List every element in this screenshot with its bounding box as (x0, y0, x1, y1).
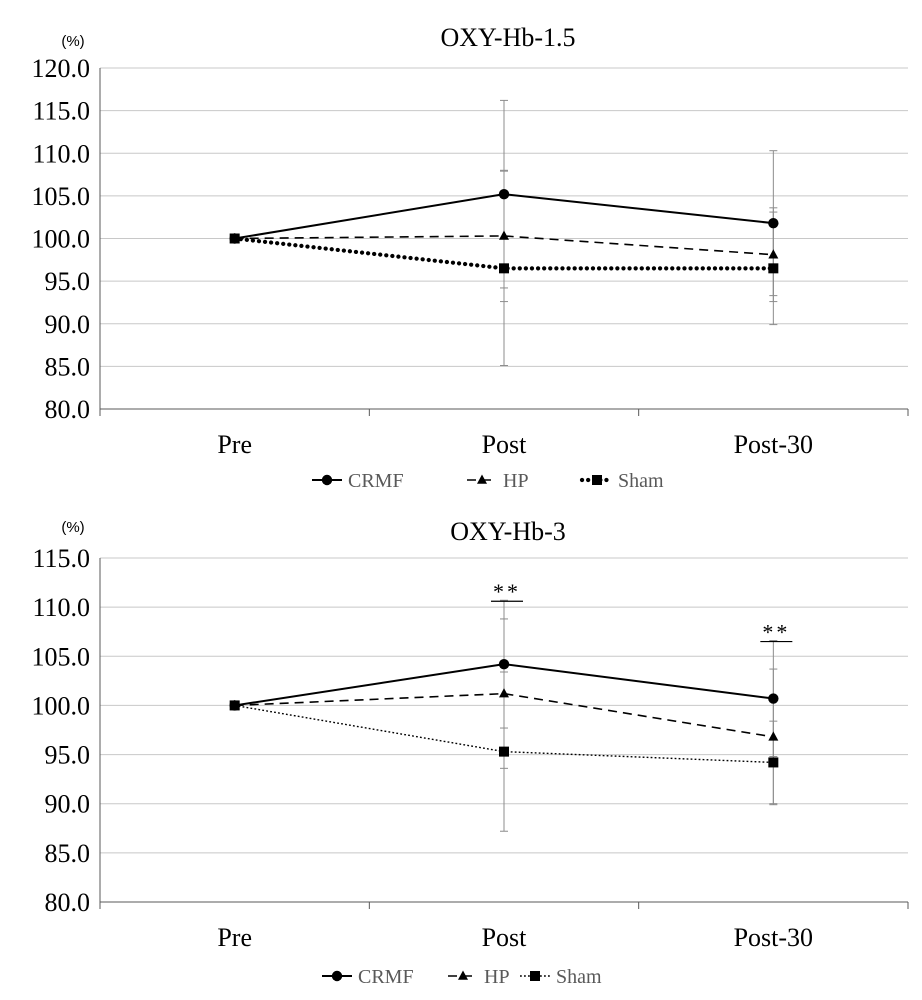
unit-label: (%) (61, 519, 84, 536)
legend-marker-hp (477, 474, 487, 484)
x-category-label: Post (482, 923, 528, 952)
point-hp (499, 230, 509, 240)
chart-2: 80.0 85.0 90.0 95.0 100.0 105.0 110.0 115.0 OXY-… (32, 517, 909, 988)
legend: CRMF HP Sham (312, 470, 664, 492)
point-sham (229, 700, 240, 711)
y-tick-label: 100.0 (32, 691, 91, 720)
y-tick-label: 95.0 (45, 741, 91, 770)
x-category-label: Post (482, 430, 528, 459)
point-crmf (498, 188, 510, 200)
y-tick-label: 110.0 (32, 139, 90, 168)
legend-label-sham: Sham (618, 470, 664, 492)
y-tick-label: 90.0 (45, 790, 91, 819)
x-category-label: Post-30 (734, 923, 813, 952)
y-tick-label: 100.0 (32, 225, 91, 254)
legend-marker-sham (592, 475, 602, 485)
legend: CRMF HP Sham (322, 966, 602, 988)
point-crmf (498, 658, 510, 670)
chart-title: OXY-Hb-3 (450, 517, 566, 546)
significance-label: ** (493, 579, 521, 604)
y-tick-label: 110.0 (32, 593, 90, 622)
point-crmf (768, 217, 779, 229)
y-tick-label: 80.0 (45, 888, 91, 917)
point-hp (499, 688, 509, 698)
y-tick-label: 85.0 (45, 839, 91, 868)
point-hp (768, 731, 779, 741)
legend-marker-crmf (331, 970, 343, 982)
point-sham (768, 263, 779, 274)
x-category-label: Pre (217, 923, 252, 952)
legend-label-crmf: CRMF (358, 966, 414, 988)
y-tick-label: 95.0 (45, 267, 91, 296)
significance-label: ** (762, 620, 790, 645)
legend-label-hp: HP (484, 966, 510, 988)
y-tick-label: 115.0 (32, 544, 90, 573)
point-sham (499, 746, 509, 757)
legend-label-sham: Sham (556, 966, 602, 988)
y-tick-label: 105.0 (32, 642, 91, 671)
y-tick-label: 115.0 (32, 97, 90, 126)
unit-label: (%) (61, 33, 84, 50)
chart-title: OXY-Hb-1.5 (440, 23, 575, 52)
legend-label-crmf: CRMF (348, 470, 404, 492)
point-sham (499, 263, 509, 274)
series-line-hp (234, 692, 774, 738)
legend-marker-hp (458, 970, 468, 980)
legend-marker-crmf (321, 474, 333, 486)
x-category-label: Pre (217, 430, 252, 459)
y-tick-label: 85.0 (45, 352, 91, 381)
series-line-sham (232, 236, 776, 271)
point-sham (229, 233, 240, 244)
legend-marker-sham (530, 971, 540, 981)
x-category-label: Post-30 (734, 430, 813, 459)
y-tick-label: 105.0 (32, 182, 91, 211)
point-sham (768, 757, 779, 768)
legend-label-hp: HP (503, 470, 529, 492)
chart-1: 80.0 85.0 90.0 95.0 100.0 105.0 110.0 115.0 120.… (32, 23, 909, 492)
y-tick-label: 90.0 (45, 310, 91, 339)
point-crmf (768, 693, 779, 704)
point-hp (768, 249, 779, 259)
y-tick-label: 80.0 (45, 395, 91, 424)
y-tick-label: 120.0 (32, 54, 91, 83)
